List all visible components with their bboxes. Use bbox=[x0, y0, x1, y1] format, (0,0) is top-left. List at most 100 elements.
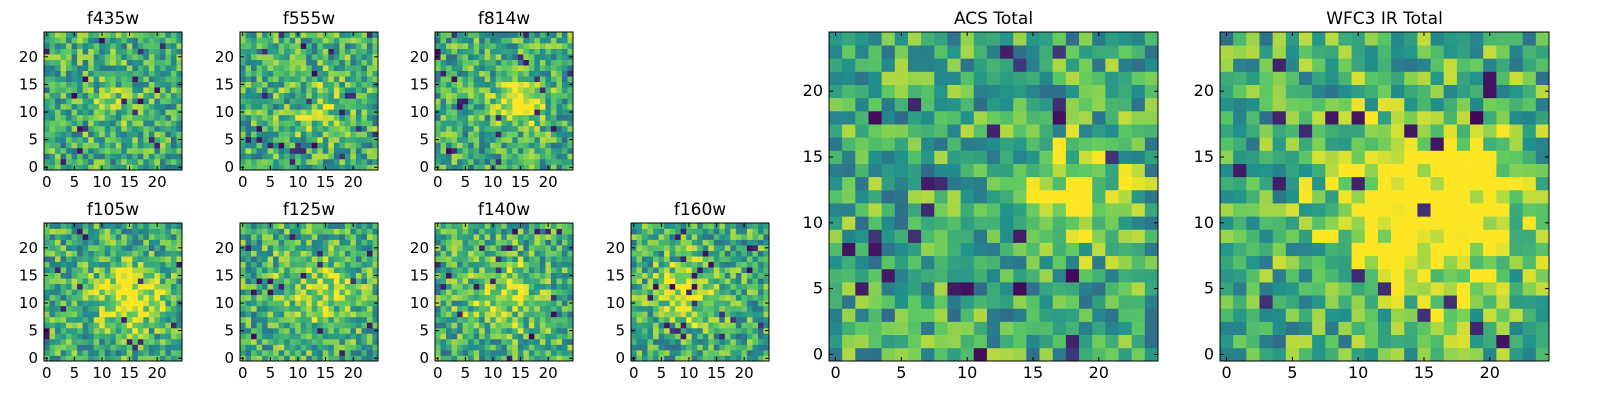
heatmap-cell bbox=[262, 333, 268, 340]
heatmap-cell bbox=[697, 322, 704, 329]
heatmap-cell bbox=[170, 70, 177, 77]
heatmap-cell bbox=[115, 283, 122, 290]
heatmap-cell bbox=[267, 267, 274, 274]
heatmap-cell bbox=[66, 76, 72, 83]
heatmap-cell bbox=[295, 153, 302, 160]
heatmap-cell bbox=[176, 234, 183, 240]
heatmap-cell bbox=[702, 245, 709, 251]
heatmap-cell bbox=[159, 355, 166, 362]
heatmap-cell bbox=[462, 65, 469, 71]
heatmap-cell bbox=[71, 311, 78, 318]
heatmap-cell bbox=[300, 54, 307, 60]
heatmap-cell bbox=[273, 32, 279, 38]
heatmap-cell bbox=[93, 245, 100, 251]
heatmap-cell bbox=[55, 70, 61, 77]
heatmap-cell bbox=[306, 43, 313, 49]
heatmap-cell bbox=[104, 109, 111, 116]
heatmap-cell bbox=[1000, 347, 1014, 362]
heatmap-cell bbox=[333, 158, 340, 165]
heatmap-cell bbox=[251, 76, 257, 83]
heatmap-cell bbox=[556, 120, 563, 127]
heatmap-cell bbox=[170, 311, 177, 318]
heatmap-cell bbox=[484, 278, 491, 285]
heatmap-cell bbox=[501, 300, 508, 307]
heatmap-cell bbox=[462, 267, 469, 274]
heatmap-cell bbox=[115, 109, 122, 116]
heatmap-cell bbox=[881, 347, 896, 362]
heatmap-cell bbox=[77, 81, 83, 88]
heatmap-cell bbox=[77, 338, 83, 345]
heatmap-cell bbox=[322, 103, 329, 110]
heatmap-cell bbox=[752, 322, 759, 329]
y-tick-label: 10 bbox=[410, 294, 429, 312]
heatmap-cell bbox=[539, 322, 546, 329]
heatmap-cell bbox=[165, 300, 172, 307]
heatmap-cell bbox=[752, 239, 759, 246]
heatmap-cell bbox=[545, 37, 552, 44]
heatmap-cell bbox=[355, 261, 362, 268]
heatmap-cell bbox=[49, 59, 56, 66]
heatmap-cell bbox=[523, 250, 530, 257]
heatmap-cell bbox=[333, 54, 340, 60]
heatmap-cell bbox=[104, 142, 111, 149]
heatmap-cell bbox=[545, 103, 552, 110]
heatmap-cell bbox=[366, 316, 373, 323]
heatmap-cell bbox=[295, 142, 302, 149]
heatmap-cell bbox=[126, 333, 133, 340]
heatmap-cell bbox=[550, 76, 557, 83]
heatmap-cell bbox=[501, 355, 508, 362]
heatmap-cell bbox=[462, 294, 469, 301]
heatmap-cell bbox=[708, 355, 715, 362]
heatmap-cell bbox=[154, 245, 161, 251]
heatmap-cell bbox=[278, 223, 285, 229]
heatmap-cell bbox=[333, 98, 340, 105]
heatmap-cell bbox=[273, 109, 279, 116]
heatmap-cell bbox=[539, 294, 546, 301]
heatmap-cell bbox=[697, 349, 704, 356]
heatmap-cell bbox=[143, 267, 150, 274]
heatmap-cell bbox=[366, 245, 373, 251]
heatmap-cell bbox=[462, 272, 469, 279]
heatmap-cell bbox=[49, 87, 56, 94]
heatmap-cell bbox=[545, 327, 552, 334]
heatmap-cell bbox=[333, 164, 340, 171]
heatmap-cell bbox=[479, 311, 486, 318]
heatmap-cell bbox=[636, 267, 643, 274]
heatmap-cell bbox=[82, 278, 89, 285]
heatmap-cell bbox=[60, 338, 67, 345]
heatmap-cell bbox=[702, 300, 709, 307]
heatmap-cell bbox=[148, 76, 155, 83]
heatmap-cell bbox=[121, 32, 128, 38]
heatmap-cell bbox=[88, 283, 95, 290]
heatmap-cell bbox=[104, 120, 111, 127]
heatmap-cell bbox=[137, 278, 144, 285]
heatmap-cell bbox=[446, 153, 452, 160]
heatmap-cell bbox=[361, 103, 368, 110]
heatmap-cell bbox=[528, 48, 535, 55]
heatmap-cell bbox=[159, 239, 166, 246]
heatmap-cell bbox=[121, 267, 128, 274]
heatmap-cell bbox=[506, 272, 513, 279]
heatmap-cell bbox=[115, 239, 122, 246]
heatmap-cell bbox=[361, 43, 368, 49]
heatmap-cell bbox=[344, 164, 351, 171]
heatmap-cell bbox=[88, 272, 95, 279]
heatmap-cell bbox=[550, 311, 557, 318]
heatmap-cell bbox=[317, 294, 324, 301]
heatmap-cell bbox=[719, 333, 726, 340]
heatmap-cell bbox=[372, 131, 379, 138]
heatmap-cell bbox=[49, 81, 56, 88]
heatmap-cell bbox=[148, 54, 155, 60]
heatmap-cell bbox=[104, 223, 111, 229]
heatmap-cell bbox=[512, 300, 519, 307]
heatmap-cell bbox=[697, 305, 704, 312]
heatmap-cell bbox=[170, 228, 177, 235]
heatmap-cell bbox=[539, 289, 546, 296]
heatmap-cell bbox=[636, 278, 643, 285]
heatmap-cell bbox=[523, 278, 530, 285]
heatmap-cell bbox=[289, 54, 296, 60]
y-tick-label: 5 bbox=[224, 322, 234, 340]
heatmap-cell bbox=[642, 344, 648, 351]
heatmap-cell bbox=[306, 316, 313, 323]
heatmap-cell bbox=[289, 59, 296, 66]
